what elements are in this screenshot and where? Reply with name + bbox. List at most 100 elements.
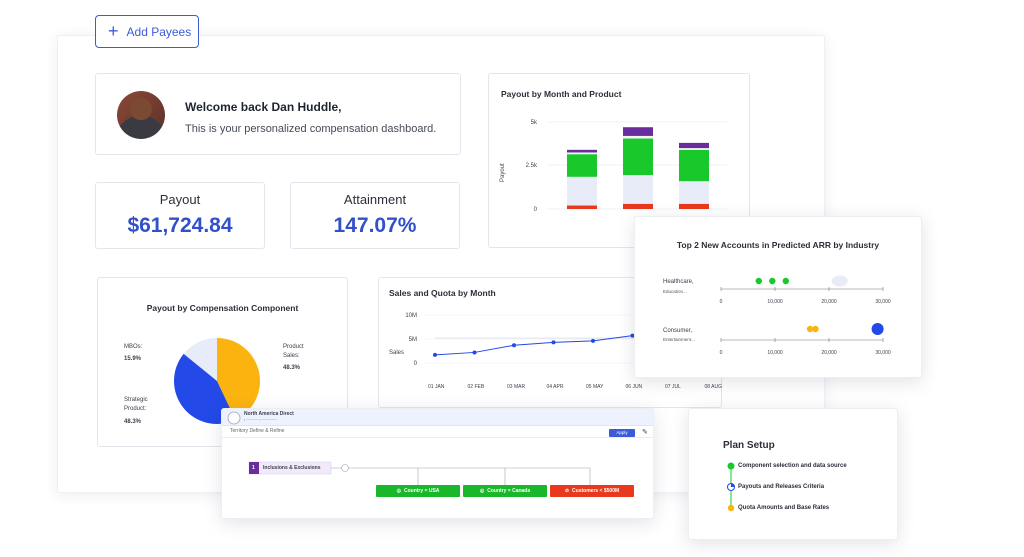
dot-point <box>806 325 814 333</box>
bar-y-label: Payout <box>500 163 506 182</box>
filter-pill-country-usa[interactable]: ◎ Country = USA <box>376 485 460 497</box>
line-y-label: Sales <box>389 350 404 356</box>
pie-label-strategic-2: Product: <box>124 406 147 412</box>
dot-point <box>755 277 762 285</box>
filter-pill-customers[interactable]: ⊘ Customers < $500M <box>550 485 634 497</box>
dot-point <box>782 277 789 285</box>
bar-segment <box>679 142 709 149</box>
apply-button[interactable]: Apply <box>609 429 635 437</box>
filter-pill-label: Country = USA <box>403 488 440 494</box>
plan-step[interactable]: Payouts and Releases Criteria <box>738 484 825 490</box>
pie-pct-mbos: 15.9% <box>124 356 142 362</box>
dot-x-tick: 0 <box>720 299 723 305</box>
payout-label: Payout <box>159 192 201 207</box>
line-point <box>591 338 595 343</box>
dot-x-tick: 20,000 <box>821 299 837 305</box>
plus-icon: + <box>108 20 119 41</box>
bar-segment <box>623 135 653 139</box>
bar-chart-title: Payout by Month and Product <box>501 89 622 99</box>
pie-pct-product-sales: 48.3% <box>283 365 301 371</box>
line-x-tick: 05 MAY <box>586 384 604 390</box>
line-x-tick: 07 JUL <box>665 384 681 390</box>
line-point <box>630 333 635 338</box>
dot-point <box>769 277 776 285</box>
pie-label-strategic-1: Strategic <box>124 397 148 403</box>
check-circle-icon: ◎ <box>396 488 401 494</box>
bar-segment <box>567 205 597 209</box>
dot-x-tick: 10,000 <box>767 350 783 356</box>
plan-steps-timeline <box>727 462 735 512</box>
territory-subtitle: Territory Define & Refine <box>230 428 285 434</box>
line-x-tick: 08 AUG <box>705 384 723 390</box>
bar-segment <box>567 149 597 153</box>
line-point <box>512 343 516 348</box>
add-payees-button[interactable]: + Add Payees <box>95 15 199 48</box>
dot-chart: Healthcare, Education... Consumer, Enter… <box>663 275 891 356</box>
line-point <box>551 340 556 345</box>
avatar <box>117 91 165 139</box>
pie-slice <box>174 353 236 424</box>
top-accounts-chart-card: Top 2 New Accounts in Predicted ARR by I… <box>634 216 922 378</box>
line-x-tick: 02 FEB <box>468 384 485 390</box>
block-icon: ⊘ <box>564 488 570 494</box>
dot-row-sublabel: Education... <box>663 289 687 294</box>
welcome-subtitle: This is your personalized compensation d… <box>185 123 437 135</box>
line-point <box>433 352 437 357</box>
edit-icon[interactable]: ✎ <box>642 429 648 436</box>
dot-point <box>871 323 884 335</box>
dot-point <box>812 325 819 333</box>
dot-x-tick: 10,000 <box>767 299 783 305</box>
territory-card: North America Direct ▪ ───── ▪ ────── Te… <box>221 408 654 519</box>
attainment-kpi-card: Attainment 147.07% <box>290 182 460 249</box>
add-payees-label: Add Payees <box>126 24 192 39</box>
dot-x-tick: 30,000 <box>875 299 891 305</box>
pie-label-mbos: MBOs: <box>124 344 143 350</box>
flow-node-label[interactable]: Inclusions & Exclusions <box>263 465 321 471</box>
flow-node-number: 1 <box>252 465 255 471</box>
filter-pill-label: Customers < $500M <box>572 488 620 494</box>
pie-chart-title: Payout by Compensation Component <box>146 303 299 313</box>
payout-kpi-card: Payout $61,724.84 <box>95 182 265 249</box>
payout-by-month-chart-card: Payout by Month and Product Payout 5k 2.… <box>488 73 750 248</box>
bar-segment <box>567 152 597 155</box>
bar-chart: Payout 5k 2.5k 0 <box>500 120 727 213</box>
pie-label-product-sales-2: Sales: <box>283 353 300 359</box>
plan-setup-title: Plan Setup <box>723 440 775 451</box>
dot-x-tick: 0 <box>720 350 723 356</box>
bar-segment <box>567 176 597 206</box>
attainment-value: 147.07% <box>333 214 417 237</box>
line-point <box>472 350 477 355</box>
dot-row-label: Consumer, <box>663 328 692 334</box>
attainment-label: Attainment <box>343 192 407 207</box>
territory-meta: ▪ ───── ▪ ────── <box>244 418 277 422</box>
line-y-tick: 5M <box>409 337 417 343</box>
territory-flow <box>248 461 591 485</box>
bar-y-tick: 2.5k <box>526 163 538 169</box>
line-x-tick: 06 JUN <box>626 384 643 390</box>
line-x-tick: 01 JAN <box>428 384 445 390</box>
step-complete-icon <box>727 462 735 470</box>
bar-segment <box>679 149 709 182</box>
plan-step[interactable]: Quota Amounts and Base Rates <box>738 505 830 511</box>
bar-segment <box>623 175 653 204</box>
bar-y-tick: 0 <box>534 207 538 213</box>
filter-pill-country-canada[interactable]: ◎ Country = Canada <box>463 485 547 497</box>
dot-chart-title: Top 2 New Accounts in Predicted ARR by I… <box>676 240 880 250</box>
plan-step[interactable]: Component selection and data source <box>738 463 847 469</box>
bar-segment <box>623 138 653 176</box>
filter-pill-label: Country = Canada <box>487 488 531 494</box>
dot-x-tick: 30,000 <box>875 350 891 356</box>
line-y-tick: 0 <box>414 361 418 367</box>
bar-segment <box>679 148 709 150</box>
pie-slice <box>183 338 217 381</box>
bar-segment <box>567 154 597 177</box>
dot-row-label: Healthcare, <box>663 279 694 285</box>
pie-chart: MBOs: 15.9% Product Sales: 48.3% Strateg… <box>124 338 304 425</box>
line-x-tick: 04 APR <box>547 384 564 390</box>
dot-x-tick: 20,000 <box>821 350 837 356</box>
bar-segment <box>679 181 709 204</box>
check-circle-icon: ◎ <box>479 488 485 494</box>
bar-segment <box>623 203 653 209</box>
pie-pct-strategic: 48.3% <box>124 419 142 425</box>
bar-segment <box>623 127 653 136</box>
